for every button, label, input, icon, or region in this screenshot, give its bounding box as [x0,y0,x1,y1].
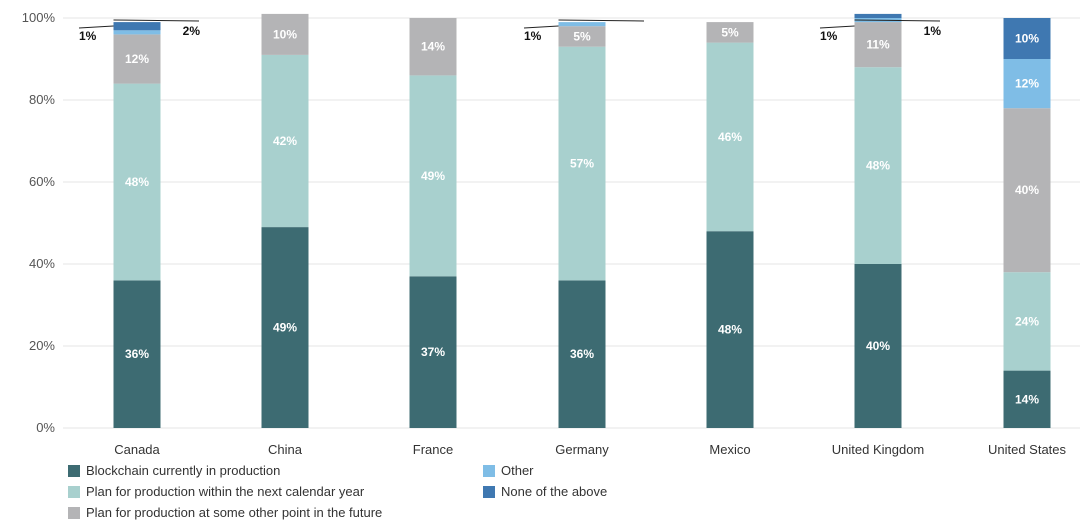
callout-label: 2% [183,24,201,38]
segment-label: 14% [1015,392,1039,406]
bar-segment [1003,370,1051,428]
y-tick-label: 0% [36,420,55,435]
x-category-label: Mexico [709,442,750,457]
bar-segment [1003,18,1051,59]
callout-line [558,19,645,22]
x-category-label: France [413,442,453,457]
bar-segment [113,280,161,428]
callout-label: 1% [820,29,838,43]
segment-label: 11% [866,38,890,52]
bar-segment [261,227,309,428]
bar-segment [854,13,902,18]
bar-segment [558,46,606,281]
bar-segment [113,34,161,84]
bar-segment [113,30,161,35]
segment-labels: 36% 48% 12% 49% 42% 10% 37% 49% 14% 36% 57% 5% 48% 46… [125,25,1039,406]
segment-label: 40% [1015,183,1039,197]
bar-segment [409,75,457,277]
segment-label: 10% [1015,32,1039,46]
segment-label: 36% [570,347,594,361]
segment-label: 46% [718,130,742,144]
bar-segment [854,22,902,68]
bar-segment [706,22,754,43]
y-tick-label: 60% [29,174,55,189]
segment-label: 12% [125,52,149,66]
segment-label: 37% [421,345,445,359]
bar-segment [1003,59,1051,109]
segment-label: 10% [273,27,297,41]
x-axis-categories: Canada China France Germany Mexico United Kin… [114,442,1066,457]
y-tick-label: 100% [22,10,56,25]
segment-label: 48% [866,159,890,173]
bar-segment [558,26,606,47]
segment-label: 36% [125,347,149,361]
bar-segment [558,280,606,428]
x-category-label: United Kingdom [832,442,925,457]
callout-line [78,25,114,29]
bar-segment [1003,108,1051,273]
bar-segment [706,42,754,232]
segment-label: 40% [866,339,890,353]
segment-label: 5% [721,25,739,39]
callout-label: 1% [79,29,97,43]
segment-label: 5% [573,29,591,43]
segment-label: 42% [273,134,297,148]
bar-segment [409,276,457,428]
y-tick-label: 40% [29,256,55,271]
segment-label: 57% [570,157,594,171]
x-category-label: United States [988,442,1067,457]
bar-segment [1003,272,1051,371]
segment-label: 24% [1015,314,1039,328]
callout-label: 1% [924,24,942,38]
y-tick-label: 20% [29,338,55,353]
callouts: 1% 2% 1% 1% 1% [78,19,942,43]
callout-label: 1% [524,29,542,43]
segment-label: 14% [421,40,445,54]
segment-label: 49% [421,169,445,183]
callout-line [819,25,855,29]
callout-line [113,19,200,22]
bar-segment [706,231,754,428]
y-tick-label: 80% [29,92,55,107]
y-axis-ticks: 0% 20% 40% 60% 80% 100% [22,10,56,435]
segment-label: 48% [125,175,149,189]
bar-segment [113,83,161,281]
segment-label: 12% [1015,77,1039,91]
bar-segment [261,13,309,55]
x-category-label: Germany [555,442,609,457]
bars [113,13,1051,428]
segment-label: 49% [273,321,297,335]
bar-segment [558,22,606,27]
bar-segment [854,264,902,428]
x-category-label: China [268,442,303,457]
callout-line [854,19,941,22]
x-category-label: Canada [114,442,160,457]
bar-segment [409,18,457,76]
bar-segment [854,67,902,264]
segment-label: 48% [718,323,742,337]
bar-segment [113,22,161,31]
bar-segment [261,54,309,228]
callout-line [523,25,559,29]
